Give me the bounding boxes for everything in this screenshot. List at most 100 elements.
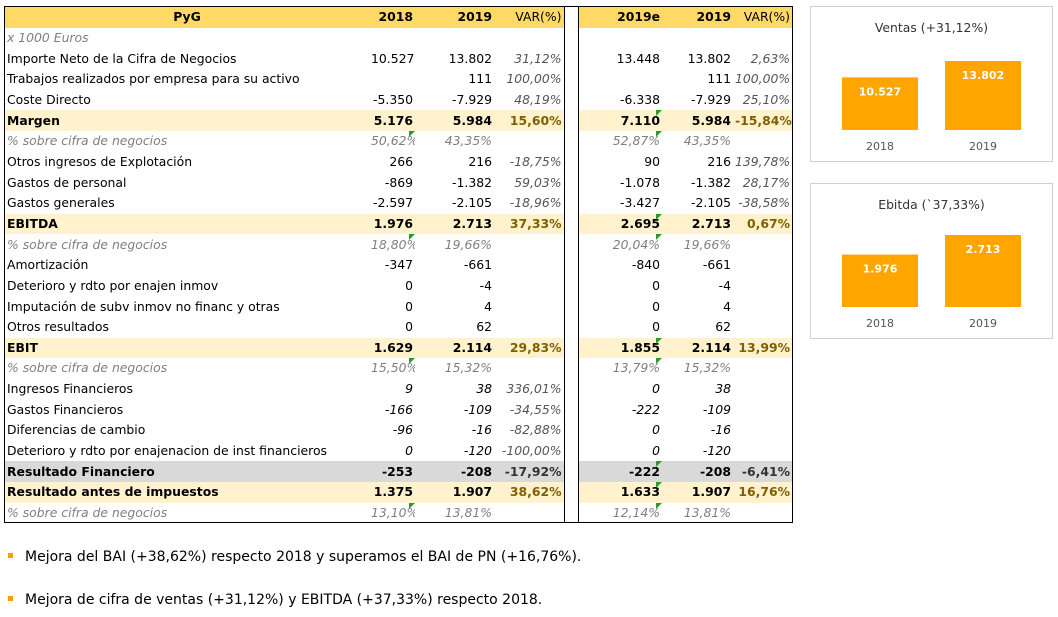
header-2018: 2018 [369,7,415,28]
row-label: Gastos generales [7,195,115,211]
var-pct: 31,12% [514,50,562,66]
value-2019: 62 [476,319,492,335]
value-2019-b: 2.713 [662,213,733,235]
var-pct-2: 0,67% [733,213,792,235]
var-pct: -17,92% [494,461,564,483]
column-separator [563,110,579,131]
row-label: Diferencias de cambio [7,422,146,438]
var-pct-2 [733,503,792,524]
var-pct: -18,75% [509,153,562,169]
table-row: Gastos generales -2.597 -2.105 -18,96% -3.42… [5,192,792,214]
bullet-item: Mejora del BAI (+38,62%) respecto 2018 y… [8,549,581,565]
table-row: EBITDA 1.976 2.713 37,33% 2.695 2.713 0,67% [5,213,792,235]
bullet-item: Mejora de cifra de ventas (+31,12%) y EB… [8,592,542,608]
value-2019-b: -7.929 [691,91,731,107]
header-var-2: VAR(%) [733,7,792,28]
var-pct-2 [733,255,792,276]
row-label: Gastos Financieros [7,401,124,417]
table-row: Margen 5.176 5.984 15,60% 7.110 5.984 -15,84% [5,110,792,131]
row-label: Otros ingresos de Explotación [7,153,193,169]
pyg-table: PyG 2018 2019 VAR(%) 2019e 2019 VAR(%) x… [4,6,793,524]
value-2019: 216 [468,153,492,169]
var-pct: 37,33% [494,213,564,235]
value-2019: -2.105 [452,195,492,211]
value-2019e: 1.633 [578,482,662,503]
value-2019: -208 [415,461,494,483]
value-2019e: 0 [652,422,660,438]
tick-label: 2018 [866,140,894,153]
value-2019e: 13.448 [616,50,660,66]
var-pct [494,234,564,255]
value-2019-b: 15,32% [683,360,731,376]
row-label: Coste Directo [7,91,91,107]
value-2019e: 90 [644,153,660,169]
value-2019e: 7.110 [578,110,662,131]
table-row: Importe Neto de la Cifra de Negocios 10.5… [5,48,792,69]
row-label: Resultado Financiero [5,461,369,483]
value-2019-b: -109 [702,401,731,417]
var-pct-2: 139,78% [735,153,791,169]
row-label: Gastos de personal [7,174,127,190]
value-2019e: -222 [631,401,660,417]
column-separator [563,316,579,338]
tick-label: 2019 [969,317,997,330]
var-pct-2 [733,296,792,317]
bar-2019 [945,61,1021,130]
var-pct-2 [733,379,792,400]
value-2019e: 52,87% [578,130,662,152]
data-label: 2.713 [966,243,1001,256]
value-2018: -869 [384,174,413,190]
table-row: Resultado antes de impuestos 1.375 1.907 38… [5,482,792,503]
value-2018: 5.176 [369,110,415,131]
table-row: Ingresos Financieros 9 38 336,01% 0 38 [5,378,792,400]
table-row: % sobre cifra de negocios 13,10% 13,81% 12,… [5,502,792,524]
value-2019: 13.802 [448,50,492,66]
value-2019e: -6.338 [620,91,660,107]
row-label: EBITDA [5,213,369,235]
var-pct-2 [733,317,792,338]
value-2019: -16 [471,422,492,438]
value-2019: -7.929 [452,91,492,107]
value-2019: -120 [463,443,492,459]
var-pct-2 [733,234,792,255]
value-2018: 0 [405,277,413,293]
var-pct-2: 25,10% [742,91,790,107]
table-row: Resultado Financiero -253 -208 -17,92% -222-… [5,461,792,483]
var-pct-2 [733,420,792,441]
table-row: Trabajos realizados por empresa para su … [5,68,792,90]
data-label: 10.527 [859,85,901,98]
value-2018: -166 [384,401,413,417]
value-2019-b: 43,35% [683,133,731,149]
var-pct [494,317,564,338]
value-2018: 266 [389,153,413,169]
value-2019e: 1.855 [578,337,662,359]
var-pct: 38,62% [494,482,564,503]
row-label: Importe Neto de la Cifra de Negocios [7,50,237,66]
var-pct [494,131,564,152]
value-2018: 0 [405,319,413,335]
table-row: Amortización -347 -661 -840 -661 [5,254,792,276]
value-2019: 5.984 [415,110,494,131]
var-pct: -18,96% [509,195,562,211]
column-separator [563,482,579,503]
data-label: 1.976 [863,263,898,276]
value-2019-b: 13.802 [687,50,731,66]
var-pct-2 [733,276,792,297]
var-pct-2: -15,84% [733,110,792,131]
column-separator [563,254,579,276]
value-2019e: -1.078 [620,174,660,190]
tick-label: 2018 [866,317,894,330]
table-row: % sobre cifra de negocios 15,50% 15,32% 13,… [5,358,792,379]
var-pct-2: 100,00% [735,71,791,87]
value-2019-b: 5.984 [662,110,733,131]
table-row: Diferencias de cambio -96 -16 -82,88% 0 -16 [5,420,792,441]
table-row: Imputación de subv inmov no financ y otr… [5,296,792,317]
table-row: Deterioro y rdto por enajenacion de inst… [5,440,792,462]
row-label: Resultado antes de impuestos [5,482,369,503]
column-separator [563,461,579,483]
value-2019-b: -661 [702,257,731,273]
bullet-text: Mejora del BAI (+38,62%) respecto 2018 y… [25,549,582,565]
value-2019e: 0 [652,277,660,293]
column-separator [563,440,579,462]
value-2019: 111 [468,71,492,87]
